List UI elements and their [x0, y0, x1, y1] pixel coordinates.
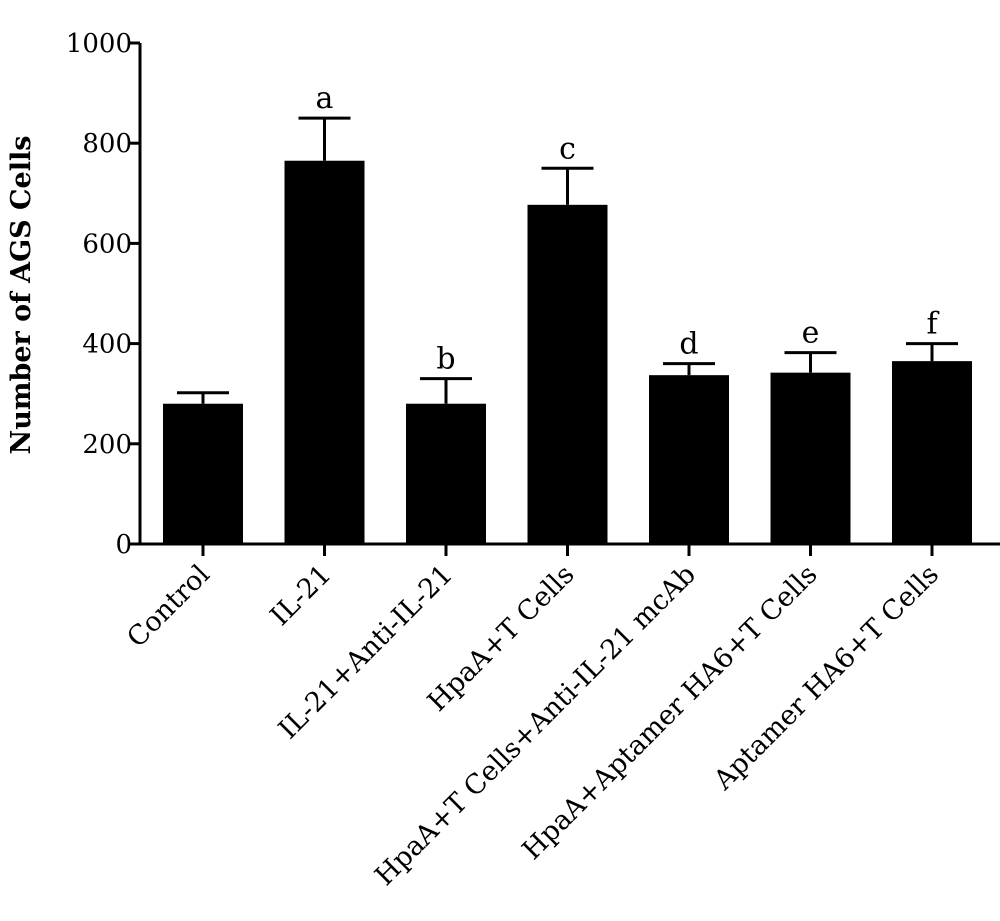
bar-1	[284, 160, 365, 545]
y-tick-label-4: 800	[82, 129, 132, 159]
significance-label-1: a	[316, 81, 334, 116]
bar-2	[406, 403, 486, 544]
significance-label-3: c	[559, 131, 576, 166]
y-tick-label-5: 1000	[66, 29, 132, 59]
bar-0	[163, 403, 243, 544]
y-tick-label-3: 600	[82, 229, 132, 259]
y-axis-title: Number of AGS Cells	[6, 136, 37, 455]
significance-label-4: d	[679, 327, 698, 362]
category-label-0: Control	[121, 559, 216, 654]
axes-layer	[128, 41, 1000, 556]
y-tick-label-0: 0	[115, 530, 132, 560]
bars-layer	[163, 160, 972, 545]
significance-label-5: e	[802, 316, 820, 351]
bar-6	[892, 361, 972, 544]
significance-label-6: f	[926, 307, 939, 342]
category-label-6: Aptamer HA6+T Cells	[707, 559, 945, 797]
bar-5	[770, 372, 851, 544]
y-tick-label-2: 400	[82, 330, 132, 360]
bar-3	[527, 204, 608, 544]
category-label-1: IL-21	[265, 559, 338, 632]
bar-4	[649, 375, 729, 544]
significance-label-2: b	[436, 342, 455, 377]
y-tick-label-1: 200	[82, 430, 132, 460]
error-bars-layer	[177, 116, 958, 404]
